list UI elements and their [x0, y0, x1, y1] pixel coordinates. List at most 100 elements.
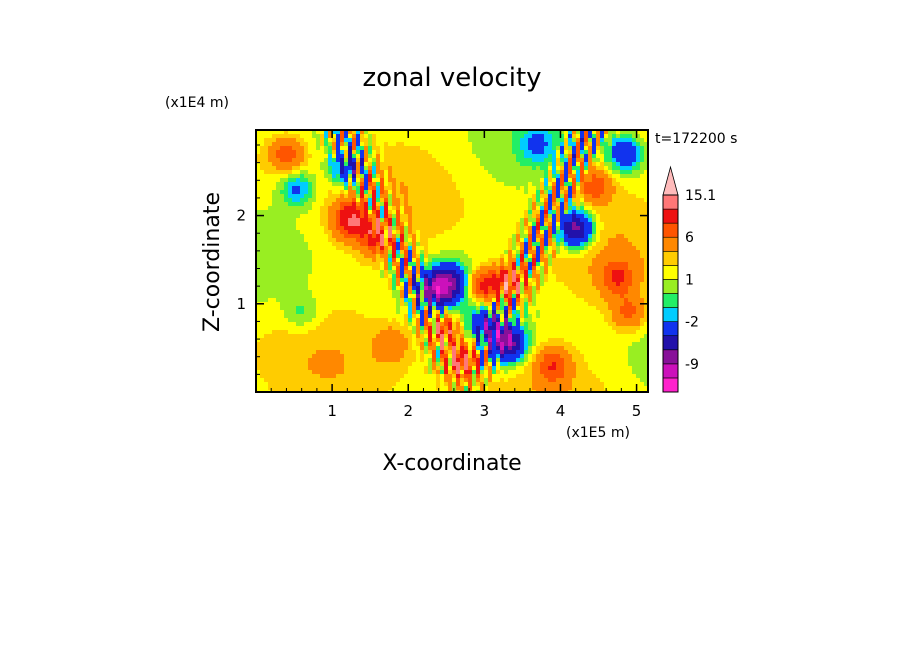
heatmap-cell — [272, 134, 276, 138]
heatmap-cell — [452, 278, 456, 282]
heatmap-cell — [544, 202, 548, 206]
heatmap-cell — [564, 146, 568, 150]
heatmap-cell — [544, 290, 548, 294]
heatmap-cell — [540, 194, 544, 198]
heatmap-cell — [328, 234, 332, 238]
heatmap-cell — [268, 326, 272, 330]
heatmap-cell — [400, 298, 404, 302]
heatmap-cell — [424, 242, 428, 246]
heatmap-cell — [556, 258, 560, 262]
heatmap-cell — [504, 166, 508, 170]
heatmap-cell — [496, 154, 500, 158]
heatmap-cell — [596, 162, 600, 166]
heatmap-cell — [420, 266, 424, 270]
heatmap-cell — [524, 150, 528, 154]
heatmap-cell — [584, 246, 588, 250]
heatmap-cell — [564, 210, 568, 214]
heatmap-cell — [440, 138, 444, 142]
heatmap-cell — [412, 294, 416, 298]
heatmap-cell — [276, 166, 280, 170]
heatmap-cell — [272, 198, 276, 202]
heatmap-cell — [332, 326, 336, 330]
heatmap-cell — [272, 314, 276, 318]
heatmap-cell — [372, 266, 376, 270]
heatmap-cell — [300, 194, 304, 198]
heatmap-cell — [344, 174, 348, 178]
heatmap-cell — [536, 286, 540, 290]
heatmap-cell — [636, 170, 640, 174]
heatmap-cell — [568, 262, 572, 266]
heatmap-cell — [520, 182, 524, 186]
heatmap-cell — [624, 234, 628, 238]
heatmap-cell — [536, 242, 540, 246]
heatmap-cell — [504, 290, 508, 294]
heatmap-cell — [512, 294, 516, 298]
heatmap-cell — [260, 230, 264, 234]
heatmap-cell — [256, 134, 260, 138]
heatmap-cell — [624, 314, 628, 318]
heatmap-cell — [644, 326, 648, 330]
heatmap-cell — [472, 190, 476, 194]
heatmap-cell — [580, 190, 584, 194]
heatmap-cell — [524, 210, 528, 214]
heatmap-cell — [332, 230, 336, 234]
heatmap-cell — [300, 270, 304, 274]
heatmap-cell — [280, 206, 284, 210]
heatmap-cell — [464, 138, 468, 142]
heatmap-cell — [496, 202, 500, 206]
heatmap-cell — [624, 166, 628, 170]
heatmap-cell — [292, 262, 296, 266]
heatmap-cell — [344, 254, 348, 258]
heatmap-cell — [640, 194, 644, 198]
heatmap-cell — [396, 246, 400, 250]
heatmap-cell — [428, 326, 432, 330]
heatmap-cell — [592, 318, 596, 322]
heatmap-cell — [276, 230, 280, 234]
heatmap-cell — [368, 162, 372, 166]
heatmap-cell — [296, 282, 300, 286]
heatmap-cell — [548, 150, 552, 154]
heatmap-cell — [460, 306, 464, 310]
heatmap-cell — [484, 182, 488, 186]
heatmap-cell — [504, 326, 508, 330]
heatmap-cell — [480, 242, 484, 246]
heatmap-cell — [600, 142, 604, 146]
heatmap-cell — [372, 218, 376, 222]
heatmap-cell — [264, 222, 268, 226]
heatmap-cell — [380, 186, 384, 190]
heatmap-cell — [480, 262, 484, 266]
heatmap-cell — [496, 278, 500, 282]
heatmap-cell — [576, 290, 580, 294]
heatmap-cell — [324, 314, 328, 318]
heatmap-cell — [420, 182, 424, 186]
heatmap-cell — [428, 146, 432, 150]
heatmap-cell — [316, 310, 320, 314]
heatmap-cell — [296, 154, 300, 158]
heatmap-cell — [328, 326, 332, 330]
heatmap-cell — [568, 226, 572, 230]
heatmap-cell — [472, 234, 476, 238]
heatmap-cell — [388, 298, 392, 302]
heatmap-cell — [644, 278, 648, 282]
heatmap-cell — [392, 182, 396, 186]
heatmap-cell — [300, 150, 304, 154]
heatmap-cell — [624, 322, 628, 326]
heatmap-cell — [340, 198, 344, 202]
heatmap-cell — [460, 214, 464, 218]
heatmap-cell — [280, 182, 284, 186]
heatmap-cell — [364, 166, 368, 170]
heatmap-cell — [420, 214, 424, 218]
heatmap-cell — [580, 246, 584, 250]
heatmap-cell — [392, 222, 396, 226]
heatmap-cell — [408, 282, 412, 286]
heatmap-cell — [608, 246, 612, 250]
heatmap-cell — [364, 218, 368, 222]
heatmap-cell — [332, 290, 336, 294]
heatmap-cell — [324, 330, 328, 334]
heatmap-cell — [472, 286, 476, 290]
heatmap-cell — [276, 330, 280, 334]
heatmap-cell — [636, 134, 640, 138]
heatmap-cell — [444, 222, 448, 226]
heatmap-cell — [444, 230, 448, 234]
heatmap-cell — [276, 254, 280, 258]
